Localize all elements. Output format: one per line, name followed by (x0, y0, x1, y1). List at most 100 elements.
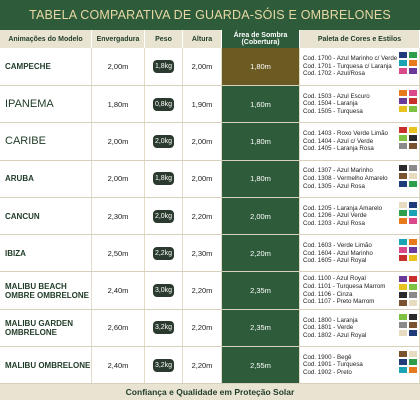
color-palette: Cod. 1603 - Verde Limão Cod. 1604 - Azul … (300, 235, 420, 272)
table-row: CAMPECHE 2,00m 1,8kg 2,00m 1,80m Cod. 1700 - … (0, 48, 420, 86)
footer: Confiança e Qualidade em Proteção Solar (0, 384, 420, 400)
weight-label: 0,8kg (152, 97, 175, 111)
cell: 2,00m (92, 123, 145, 160)
palette-item: Cod. 1800 - Laranja (303, 316, 358, 324)
swatch (399, 276, 407, 283)
palette-item: Cod. 1701 - Turquesa c/ Laranja (303, 62, 392, 70)
column-header: Animações do Modelo (0, 30, 92, 48)
cell: 2,20m (183, 197, 222, 235)
weight: 3,0kg (145, 272, 183, 309)
palette-item: Cod. 1203 - Azul Rosa (303, 219, 365, 227)
model-name: CAMPECHE (0, 48, 92, 85)
weight-label: 3,2kg (152, 321, 175, 335)
palette-item: Cod. 1405 - Laranja Rosa (303, 145, 374, 153)
palette-item: Cod. 1902 - Preto (303, 369, 352, 377)
swatch (409, 359, 417, 366)
swatches (399, 164, 417, 187)
model-name: ARUBA (0, 160, 92, 197)
cell: 2,30m (183, 235, 222, 272)
swatch (409, 180, 417, 187)
table-header: Animações do Modelo Envergadura Peso Altura… (0, 30, 420, 48)
weight-label: 3,0kg (152, 284, 175, 298)
palette-item: Cod. 1100 - Azul Royal (303, 275, 366, 283)
swatch (399, 143, 407, 150)
color-palette: Cod. 1800 - Laranja Cod. 1801 - Verde Cod.… (300, 309, 420, 347)
palette-item: Cod. 1101 - Turquesa Marrom (303, 283, 386, 291)
palette-item: Cod. 1404 - Azul c/ Verde (303, 137, 374, 145)
shade-area: 2,00m (222, 197, 300, 235)
model-name: MALIBU GARDEN OMBRELONE (0, 309, 92, 347)
palette-item: Cod. 1604 - Azul Marinho (303, 249, 373, 257)
palette-item: Cod. 1605 - Azul Royal (303, 257, 367, 265)
swatch (409, 90, 417, 96)
shade-area: 2,35m (222, 272, 300, 309)
swatch (409, 329, 417, 336)
swatch (399, 367, 407, 374)
column-header: Envergadura (92, 30, 145, 48)
swatch (409, 172, 417, 179)
weight-label: 1,8kg (152, 60, 175, 73)
color-palette: Cod. 1503 - Azul Escuro Cod. 1504 - Laran… (300, 86, 420, 123)
swatches (399, 351, 417, 374)
shade-area: 1,80m (222, 160, 300, 197)
swatch (409, 60, 417, 66)
swatch (399, 359, 407, 366)
swatch (409, 127, 417, 134)
column-header: Área de Sombra (Cobertura) (222, 30, 300, 48)
table-row: IBIZA 2,50m 2,2kg 2,30m 2,20m Cod. 1603 - Ver… (0, 235, 420, 273)
palette-item: Cod. 1801 - Verde (303, 324, 354, 332)
palette-item: Cod. 1900 - Begê (303, 353, 352, 361)
swatch (399, 351, 407, 358)
weight-label: 2,2kg (152, 246, 175, 260)
table-row: IPANEMA 1,80m 0,8kg 1,90m 1,60m Cod. 1503 - A… (0, 86, 420, 124)
weight: 0,8kg (145, 86, 183, 123)
swatches (399, 52, 417, 74)
swatch (409, 217, 417, 224)
cell: 2,00m (183, 160, 222, 197)
table-row: MALIBU BEACH OMBRE OMBRELONE 2,40m 3,0kg 2,… (0, 272, 420, 310)
color-palette: Cod. 1100 - Azul Royal Cod. 1101 - Turque… (300, 272, 420, 309)
model-name: MALIBU OMBRELONE (0, 347, 92, 384)
title: TABELA COMPARATIVA DE GUARDA-SÓIS E OMBR… (0, 0, 420, 30)
table-body: CAMPECHE 2,00m 1,8kg 2,00m 1,80m Cod. 1700 - … (0, 48, 420, 385)
swatch (399, 247, 407, 254)
cell: 2,00m (183, 48, 222, 85)
cell: 2,00m (183, 123, 222, 160)
swatch (399, 180, 407, 187)
palette-item: Cod. 1403 - Roxo Verde Limão (303, 130, 388, 138)
column-header: Paleta de Cores e Estilos (300, 30, 420, 48)
palette-item: Cod. 1205 - Laranja Amarelo (303, 204, 383, 212)
swatch (409, 98, 417, 104)
table-row: MALIBU GARDEN OMBRELONE 2,60m 3,2kg 2,20m 2,… (0, 309, 420, 348)
shade-area: 1,60m (222, 86, 300, 123)
weight: 2,2kg (145, 235, 183, 272)
swatch (399, 313, 407, 320)
swatch (409, 321, 417, 328)
column-header: Altura (183, 30, 222, 48)
cell: 2,50m (92, 235, 145, 272)
table-row: MALIBU OMBRELONE 2,40m 3,2kg 2,20m 2,55m Cod.… (0, 347, 420, 385)
weight: 3,2kg (145, 309, 183, 347)
palette-item: Cod. 1504 - Laranja (303, 100, 358, 108)
swatch (399, 172, 407, 179)
palette-item: Cod. 1700 - Azul Marinho c/ Verde (303, 55, 398, 63)
swatch (399, 284, 407, 291)
color-palette: Cod. 1403 - Roxo Verde Limão Cod. 1404 - … (300, 123, 420, 160)
swatch (409, 143, 417, 150)
swatch (409, 52, 417, 58)
cell: 2,40m (92, 272, 145, 309)
table-row: CANCUN 2,30m 2,0kg 2,20m 2,00m Cod. 1205 - La… (0, 197, 420, 236)
model-name: CANCUN (0, 197, 92, 235)
swatch (399, 52, 407, 58)
column-header: Peso (145, 30, 183, 48)
swatches (399, 201, 417, 224)
swatch (399, 106, 407, 112)
swatch (399, 255, 407, 262)
swatch (399, 90, 407, 96)
swatch (399, 217, 407, 224)
swatch (409, 135, 417, 142)
swatch (409, 164, 417, 171)
shade-area: 1,80m (222, 48, 300, 85)
swatch (399, 329, 407, 336)
